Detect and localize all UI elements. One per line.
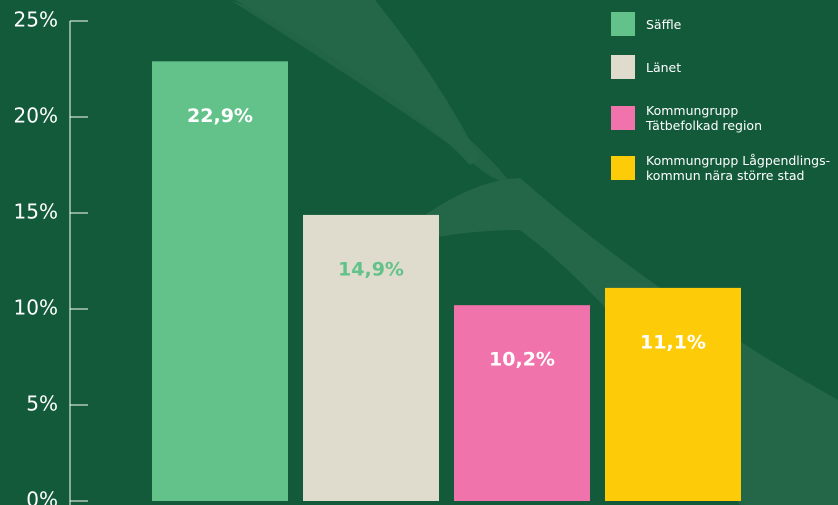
bar <box>605 287 741 501</box>
value-label: 10,2% <box>489 349 555 371</box>
y-tick-label: 0% <box>26 488 58 505</box>
y-tick-label: 15% <box>14 200 58 224</box>
y-tick-label: 20% <box>14 104 58 128</box>
legend-item: Säffle <box>611 12 681 36</box>
value-label: 11,1% <box>640 331 706 353</box>
legend-swatch <box>611 12 635 36</box>
value-label: 14,9% <box>338 258 404 280</box>
bar <box>152 61 288 501</box>
legend-swatch <box>611 156 635 180</box>
legend-swatch <box>611 106 635 130</box>
legend-label: Kommungrupp Tätbefolkad region <box>646 103 763 133</box>
bar <box>454 305 590 501</box>
value-label: 22,9% <box>187 105 253 127</box>
legend-item: Kommungrupp Lågpendlings- kommun nära st… <box>611 153 830 183</box>
y-tick-label: 10% <box>14 296 58 320</box>
legend-item: Länet <box>611 55 681 79</box>
y-tick-label: 5% <box>26 392 58 416</box>
y-tick-label: 25% <box>14 8 58 32</box>
legend-item: Kommungrupp Tätbefolkad region <box>611 103 762 133</box>
legend-swatch <box>611 55 635 79</box>
legend-label: Säffle <box>646 16 682 32</box>
legend-label: Länet <box>646 59 682 75</box>
legend-label: Kommungrupp Lågpendlings- kommun nära st… <box>646 153 831 183</box>
bar <box>303 214 439 502</box>
